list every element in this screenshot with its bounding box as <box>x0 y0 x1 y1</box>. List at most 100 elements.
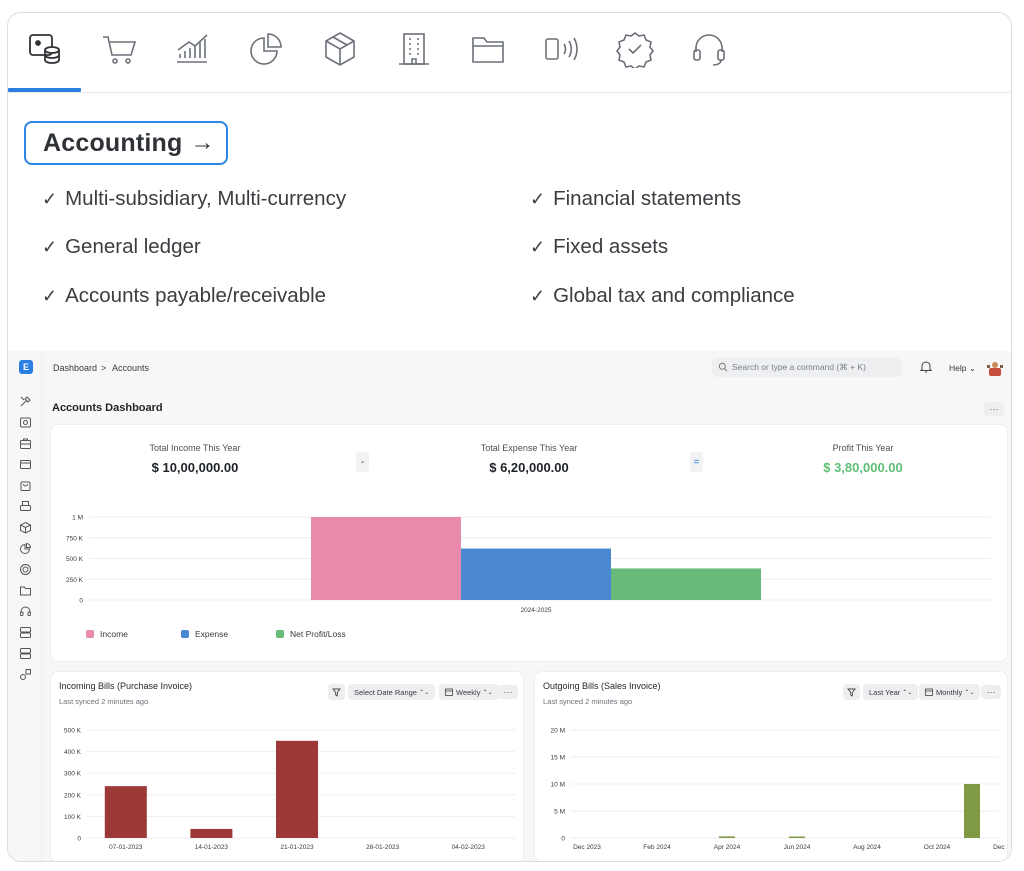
legend-income: Income <box>86 629 128 639</box>
filter-button[interactable] <box>328 684 345 700</box>
select-caret-icon: ⌃⌄ <box>902 689 913 696</box>
search-icon <box>718 362 728 372</box>
headset-icon <box>693 34 725 66</box>
range-select[interactable]: Last Year ⌃⌄ <box>863 684 919 700</box>
profit-label: Profit This Year <box>832 443 894 453</box>
breadcrumb-separator: > <box>101 363 107 373</box>
pie-chart-icon <box>250 33 282 65</box>
bar-trend-icon <box>177 34 208 63</box>
y-tick-label: 20 M <box>551 728 565 735</box>
x-tick-label: 21-01-2023 <box>280 844 314 851</box>
accounting-link-button[interactable]: Accounting → <box>24 121 228 165</box>
x-tick-label: Aug 2024 <box>853 844 881 851</box>
feature-item: ✓ Multi-subsidiary, Multi-currency <box>42 187 346 211</box>
tab-analytics[interactable] <box>172 27 212 71</box>
x-tick-label: 28-01-2023 <box>366 844 400 851</box>
feature-text: Fixed assets <box>553 235 669 258</box>
tab-accounting[interactable] <box>25 27 65 71</box>
outgoing-more-button[interactable]: ··· <box>981 685 1001 699</box>
cube-icon[interactable] <box>19 521 32 534</box>
building-icon <box>399 33 429 65</box>
legend-label: Expense <box>195 629 229 639</box>
tools-icon[interactable] <box>19 395 32 408</box>
outgoing-bills-chart: 0 5 M 10 M 15 M 20 M Dec 2023 Feb 2024 Apr 2024… <box>551 728 1007 852</box>
tab-badge[interactable] <box>615 27 655 71</box>
legend-swatch <box>276 630 284 638</box>
check-icon: ✓ <box>42 188 58 209</box>
incoming-bills-chart: 0 100 K 200 K 300 K 400 K 500 K 07-01-2023 14-0… <box>64 728 515 851</box>
minus-operator: - <box>356 452 369 472</box>
chevron-down-icon: ⌄ <box>968 363 976 373</box>
check-icon: ✓ <box>530 285 546 306</box>
headset-icon[interactable] <box>19 605 32 618</box>
x-tick-label: Apr 2024 <box>714 844 741 851</box>
target-icon[interactable] <box>19 563 32 576</box>
shapes-icon[interactable] <box>19 668 32 681</box>
y-tick-label: 0 <box>561 836 565 843</box>
date-range-select[interactable]: Select Date Range ⌃⌄ <box>348 684 436 700</box>
database-coins-icon <box>29 34 60 64</box>
bag-icon[interactable] <box>19 479 32 492</box>
app-logo[interactable]: E <box>19 360 33 374</box>
more-options-button[interactable]: ··· <box>984 402 1004 416</box>
legend-label: Income <box>100 629 128 639</box>
server-icon[interactable] <box>19 626 32 639</box>
tab-signal[interactable] <box>542 27 582 71</box>
x-tick-label: Feb 2024 <box>643 844 671 851</box>
outgoing-synced: Last synced 2 minutes ago <box>543 697 633 706</box>
breadcrumb-dashboard[interactable]: Dashboard <box>53 363 98 373</box>
breadcrumb-accounts[interactable]: Accounts <box>112 363 150 373</box>
wallet-icon[interactable] <box>19 458 32 471</box>
app-screenshot: E Dashboard > Accounts Search or type a … <box>8 351 1011 861</box>
search-input[interactable]: Search or type a command (⌘ + K) <box>712 358 902 377</box>
x-tick-label: 14-01-2023 <box>195 844 229 851</box>
outgoing-title: Outgoing Bills (Sales Invoice) <box>543 681 661 691</box>
feature-text: Global tax and compliance <box>553 284 795 307</box>
legend-net-profit: Net Profit/Loss <box>276 629 346 639</box>
help-menu[interactable]: Help ⌄ <box>949 363 976 374</box>
tab-building[interactable] <box>394 27 434 71</box>
income-value: $ 10,00,000.00 <box>151 460 239 475</box>
incoming-more-button[interactable]: ··· <box>498 685 518 699</box>
incoming-bills-panel: Incoming Bills (Purchase Invoice) Last s… <box>50 671 524 861</box>
tab-cart[interactable] <box>99 27 139 71</box>
feature-card: Accounting → ✓ Multi-subsidiary, Multi-cu… <box>7 12 1012 862</box>
check-icon: ✓ <box>42 285 58 306</box>
avatar[interactable] <box>986 359 1004 377</box>
tab-pie[interactable] <box>246 27 286 71</box>
tab-folder[interactable] <box>468 27 508 71</box>
select-caret-icon: ⌃⌄ <box>482 689 493 696</box>
x-tick-label: 2024-2025 <box>520 607 551 614</box>
bar-net-profit-loss <box>611 568 761 600</box>
period-select[interactable]: Weekly ⌃⌄ <box>439 684 499 700</box>
feature-text: Accounts payable/receivable <box>65 284 327 307</box>
box-icon <box>325 32 355 66</box>
arrow-right-icon: → <box>190 129 215 156</box>
expense-value: $ 6,20,000.00 <box>489 460 569 475</box>
briefcase-icon[interactable] <box>19 437 32 450</box>
tab-support[interactable] <box>689 27 729 71</box>
pie-icon[interactable] <box>19 542 32 555</box>
printer-icon[interactable] <box>19 500 32 513</box>
period-select[interactable]: Monthly ⌃⌄ <box>919 684 981 700</box>
signal-device-icon <box>545 37 578 61</box>
y-tick-label: 10 M <box>551 782 565 789</box>
feature-item: ✓ Financial statements <box>530 187 741 211</box>
expense-label: Total Expense This Year <box>480 443 578 453</box>
x-tick-label: 07-01-2023 <box>109 844 143 851</box>
folder-icon[interactable] <box>19 584 32 597</box>
camera-icon[interactable] <box>19 416 32 429</box>
app-sidebar: E <box>8 351 42 861</box>
outgoing-bar <box>789 836 805 838</box>
outgoing-bar <box>719 836 735 838</box>
help-label: Help <box>949 363 967 373</box>
incoming-synced: Last synced 2 minutes ago <box>59 697 149 706</box>
app-topbar: Dashboard > Accounts Search or type a co… <box>42 351 1011 385</box>
y-tick-label: 250 K <box>66 577 84 584</box>
filter-button[interactable] <box>843 684 860 700</box>
tab-box[interactable] <box>320 27 360 71</box>
feature-item: ✓ General ledger <box>42 235 201 259</box>
storage-icon[interactable] <box>19 647 32 660</box>
incoming-title: Incoming Bills (Purchase Invoice) <box>59 681 193 691</box>
bell-icon[interactable] <box>920 360 932 373</box>
